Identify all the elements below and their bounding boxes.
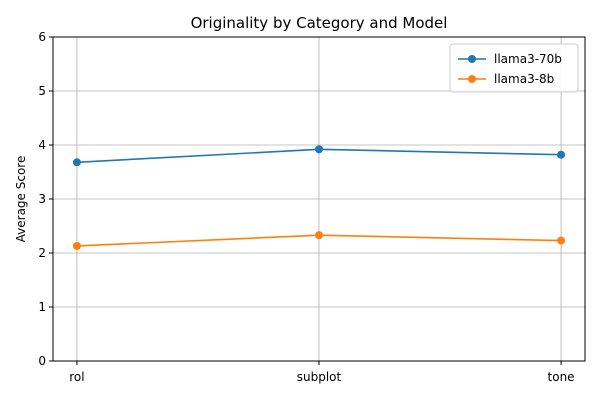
x-tick-label: rol <box>69 370 84 384</box>
x-tick-label: subplot <box>297 370 342 384</box>
data-point <box>557 150 566 159</box>
legend-label: llama3-70b <box>494 52 562 66</box>
legend: llama3-70b llama3-8b <box>449 43 579 93</box>
data-point <box>315 231 323 240</box>
series-layer <box>72 145 566 250</box>
data-point <box>557 236 566 245</box>
series-llama3-70b <box>72 145 566 167</box>
y-axis-label: Average Score <box>14 156 28 243</box>
series-llama3-8b <box>72 231 566 250</box>
plot-area-frame <box>52 36 586 362</box>
y-tick-label: 5 <box>38 84 46 98</box>
chart-title: Originality by Category and Model <box>191 14 448 32</box>
legend-box <box>449 43 579 93</box>
data-point <box>72 241 81 250</box>
legend-item: llama3-70b <box>458 52 562 66</box>
legend-marker <box>468 75 476 83</box>
x-axis-ticks: rol subplot tone <box>69 361 575 384</box>
y-tick-label: 3 <box>38 192 46 206</box>
y-tick-label: 4 <box>38 138 46 152</box>
data-point <box>315 145 323 154</box>
y-tick-label: 2 <box>38 246 46 260</box>
legend-item: llama3-8b <box>458 72 554 86</box>
y-tick-label: 1 <box>38 300 46 314</box>
y-tick-label: 0 <box>38 354 46 368</box>
x-tick-label: tone <box>548 370 575 384</box>
y-axis-ticks: 0 1 2 3 4 5 6 <box>38 30 53 368</box>
data-point <box>72 158 81 167</box>
legend-marker <box>468 55 476 63</box>
legend-label: llama3-8b <box>494 72 554 86</box>
y-tick-label: 6 <box>38 30 46 44</box>
